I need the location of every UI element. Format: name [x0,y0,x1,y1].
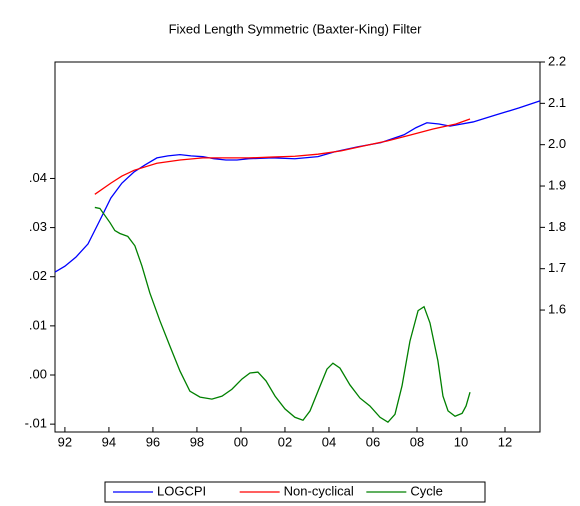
series-line [54,100,541,273]
y2-tick-label: 2.1 [548,95,566,110]
x-tick-label: 02 [278,434,292,449]
y2-tick-label: 1.9 [548,177,566,192]
y2-tick-label: 2.2 [548,53,566,68]
y2-tick-label: 1.8 [548,219,566,234]
y2-tick-label: 1.6 [548,301,566,316]
legend-label: Non-cyclical [284,483,354,498]
y-tick-label: .03 [29,219,47,234]
y-tick-label: .02 [29,268,47,283]
y2-tick-label: 2.0 [548,136,566,151]
legend-box [104,481,486,503]
x-tick-label: 92 [58,434,72,449]
chart-title: Fixed Length Symmetric (Baxter-King) Fil… [169,21,423,36]
series-line [94,118,471,195]
x-tick-label: 10 [454,434,468,449]
x-tick-label: 98 [190,434,204,449]
legend-label: Cycle [410,483,443,498]
x-tick-label: 04 [322,434,336,449]
x-tick-label: 96 [146,434,160,449]
y2-tick-label: 1.7 [548,260,566,275]
x-tick-label: 08 [410,434,424,449]
y-tick-label: -.01 [25,416,47,431]
x-tick-label: 06 [366,434,380,449]
legend-label: LOGCPI [157,483,206,498]
y-tick-label: .00 [29,366,47,381]
plot-frame [54,61,541,433]
series-line [94,206,471,424]
y-tick-label: .01 [29,317,47,332]
x-tick-label: 12 [498,434,512,449]
y-tick-label: .04 [29,170,47,185]
x-tick-label: 00 [234,434,248,449]
x-tick-label: 94 [102,434,116,449]
